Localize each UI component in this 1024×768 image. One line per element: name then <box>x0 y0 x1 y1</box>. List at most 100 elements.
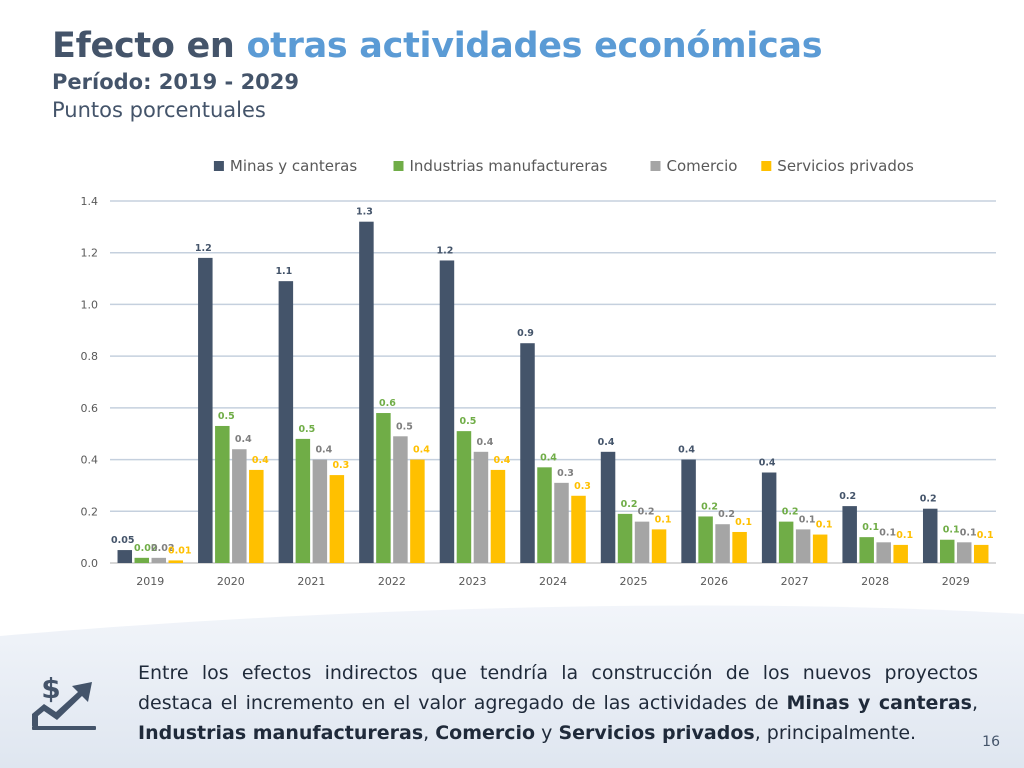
y-tick-label: 0.4 <box>81 454 99 467</box>
bar <box>893 544 908 563</box>
legend-entry: Comercio <box>667 157 738 175</box>
legend-entry: Minas y canteras <box>230 157 357 175</box>
x-tick-label: 2019 <box>136 575 164 588</box>
bar <box>439 260 455 563</box>
bar <box>761 472 777 563</box>
svg-text:$: $ <box>41 672 60 705</box>
y-tick-label: 1.2 <box>81 247 99 260</box>
bar <box>698 516 713 563</box>
legend-entry: Servicios privados <box>777 157 914 175</box>
x-tick-label: 2027 <box>781 575 809 588</box>
legend-swatch <box>650 161 661 171</box>
bar <box>922 508 938 563</box>
bar <box>634 521 650 563</box>
bar <box>537 467 552 563</box>
data-label: 0.1 <box>943 525 960 536</box>
data-label: 0.2 <box>638 507 655 518</box>
bar <box>812 534 828 563</box>
bar <box>973 544 989 563</box>
bar <box>134 557 150 563</box>
data-label: 0.1 <box>879 527 896 538</box>
data-label: 0.3 <box>557 468 574 479</box>
x-tick-label: 2024 <box>539 575 567 588</box>
y-tick-label: 0.6 <box>81 402 99 415</box>
legend-swatch <box>761 161 772 171</box>
legend-swatch <box>393 161 404 171</box>
bar <box>329 475 345 563</box>
data-label: 0.5 <box>218 411 235 422</box>
data-label: 0.1 <box>735 517 752 528</box>
bar <box>359 221 374 563</box>
bar <box>859 537 874 563</box>
x-tick-label: 2029 <box>942 575 970 588</box>
bar <box>151 557 167 563</box>
bar <box>215 425 230 563</box>
bar <box>520 343 535 563</box>
bar <box>393 436 408 563</box>
x-tick-label: 2023 <box>458 575 486 588</box>
bar <box>600 451 616 563</box>
page-title: Efecto en otras actividades económicas <box>52 26 823 66</box>
data-label: 0.2 <box>782 507 799 518</box>
data-label: 0.4 <box>598 437 615 448</box>
data-label: 1.2 <box>195 243 212 254</box>
data-label: 0.01 <box>168 545 191 556</box>
data-label: 0.02 <box>134 543 157 554</box>
bar <box>278 281 294 563</box>
summary-bold-minas: Minas y canteras <box>786 692 972 714</box>
bar <box>617 513 633 563</box>
summary-text-part: , principalmente. <box>754 722 917 744</box>
bar <box>198 257 213 563</box>
summary-text-part: Entre los efectos indirectos que tendría… <box>138 662 978 714</box>
data-label: 0.4 <box>413 445 430 456</box>
bar <box>651 529 667 563</box>
bar <box>715 524 730 563</box>
data-label: 0.1 <box>960 527 977 538</box>
data-label: 0.2 <box>701 501 718 512</box>
bar <box>554 482 569 563</box>
data-label: 0.1 <box>655 514 672 525</box>
y-tick-label: 0.0 <box>81 557 99 570</box>
bar <box>456 431 472 563</box>
y-tick-label: 1.0 <box>81 298 99 311</box>
bar <box>376 413 391 563</box>
bar <box>232 449 247 563</box>
bar <box>410 459 425 563</box>
period-subtitle: Período: 2019 - 2029 <box>52 70 300 94</box>
data-label: 0.4 <box>235 434 252 445</box>
title-prefix: Efecto en <box>52 26 247 66</box>
title-accent: otras actividades económicas <box>246 26 823 66</box>
data-label: 0.4 <box>540 452 557 463</box>
data-label: 0.1 <box>896 530 913 541</box>
footer-background <box>0 605 1024 768</box>
x-tick-label: 2021 <box>297 575 325 588</box>
bar <box>295 438 311 563</box>
data-label: 0.5 <box>298 424 315 435</box>
data-label: 0.2 <box>621 499 638 510</box>
bar <box>490 469 506 563</box>
summary-bold-comercio: Comercio <box>435 722 536 744</box>
bar <box>571 495 586 563</box>
summary-bold-industrias: Industrias manufactureras <box>138 722 424 744</box>
page-number: 16 <box>982 734 1000 750</box>
data-label: 0.6 <box>379 398 396 409</box>
data-label: 0.4 <box>759 458 776 469</box>
bar <box>842 506 857 563</box>
units-label: Puntos porcentuales <box>52 98 266 122</box>
data-label: 1.2 <box>437 245 454 256</box>
bar <box>681 459 696 563</box>
data-label: 0.1 <box>816 520 833 531</box>
legend-entry: Industrias manufactureras <box>410 157 608 175</box>
data-label: 1.3 <box>356 207 373 218</box>
bar <box>876 542 891 563</box>
bar <box>956 542 972 563</box>
bar <box>778 521 794 563</box>
bar <box>732 531 747 563</box>
data-label: 1.1 <box>275 266 292 277</box>
bar <box>249 469 264 563</box>
data-label: 0.5 <box>460 416 477 427</box>
data-label: 0.1 <box>799 514 816 525</box>
x-tick-label: 2026 <box>700 575 728 588</box>
summary-bold-servicios: Servicios privados <box>558 722 755 744</box>
data-label: 0.2 <box>839 491 856 502</box>
